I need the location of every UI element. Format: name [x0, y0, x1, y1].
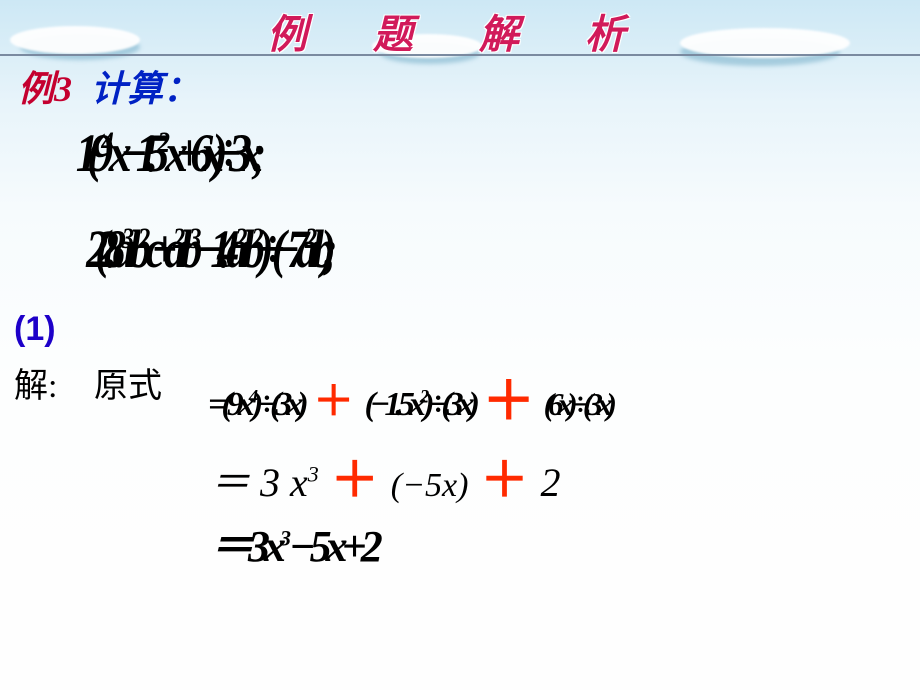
term-a-exp: 3 — [308, 462, 319, 487]
equals-sign: ＝ — [210, 460, 250, 505]
original-expr-label: 原式 — [94, 358, 162, 407]
problem-2: 2(2.8a3b2c+a2b3−1.4a2b2)÷(−7a2b); — [86, 218, 324, 280]
part-label: (1) — [14, 310, 56, 349]
slide: 例 题 解 析 例3 计算： 1(94x−1.52x+6x)÷3x; 2(2.8… — [0, 0, 920, 690]
term-b: (−5x) — [391, 467, 469, 504]
plus-icon: ＋ — [329, 454, 381, 507]
term-2: (−1.5x2)÷(3x) — [364, 386, 473, 423]
term-3: (6x)÷(3x) — [544, 387, 611, 422]
step-line-1: =(9x4)÷(3x) ＋ (−1.5x2)÷(3x) ＋ (6x)÷(3x) — [208, 355, 611, 431]
slide-title: 例 题 解 析 — [0, 2, 920, 60]
problem-1: 1(94x−1.52x+6x)÷3x; — [76, 122, 255, 184]
example-number: 例3 — [18, 69, 72, 109]
example-label-row: 例3 计算： — [18, 60, 199, 112]
plus-icon: ＋ — [482, 373, 535, 431]
title-divider — [0, 54, 920, 56]
term-c: 2 — [540, 460, 560, 505]
step-line-2: ＝ 3 x3 ＋ (−5x) ＋ 2 — [210, 440, 560, 510]
plus-icon: ＋ — [478, 454, 530, 507]
plus-icon: ＋ — [311, 379, 356, 424]
step-line-3: ＝3x3−5x+2 — [210, 510, 377, 574]
term-1: =(9x4)÷(3x) — [208, 386, 303, 423]
solution-prefix: 解: — [14, 358, 57, 407]
calc-label: 计算： — [91, 69, 199, 109]
term-a: 3 x — [260, 460, 308, 505]
